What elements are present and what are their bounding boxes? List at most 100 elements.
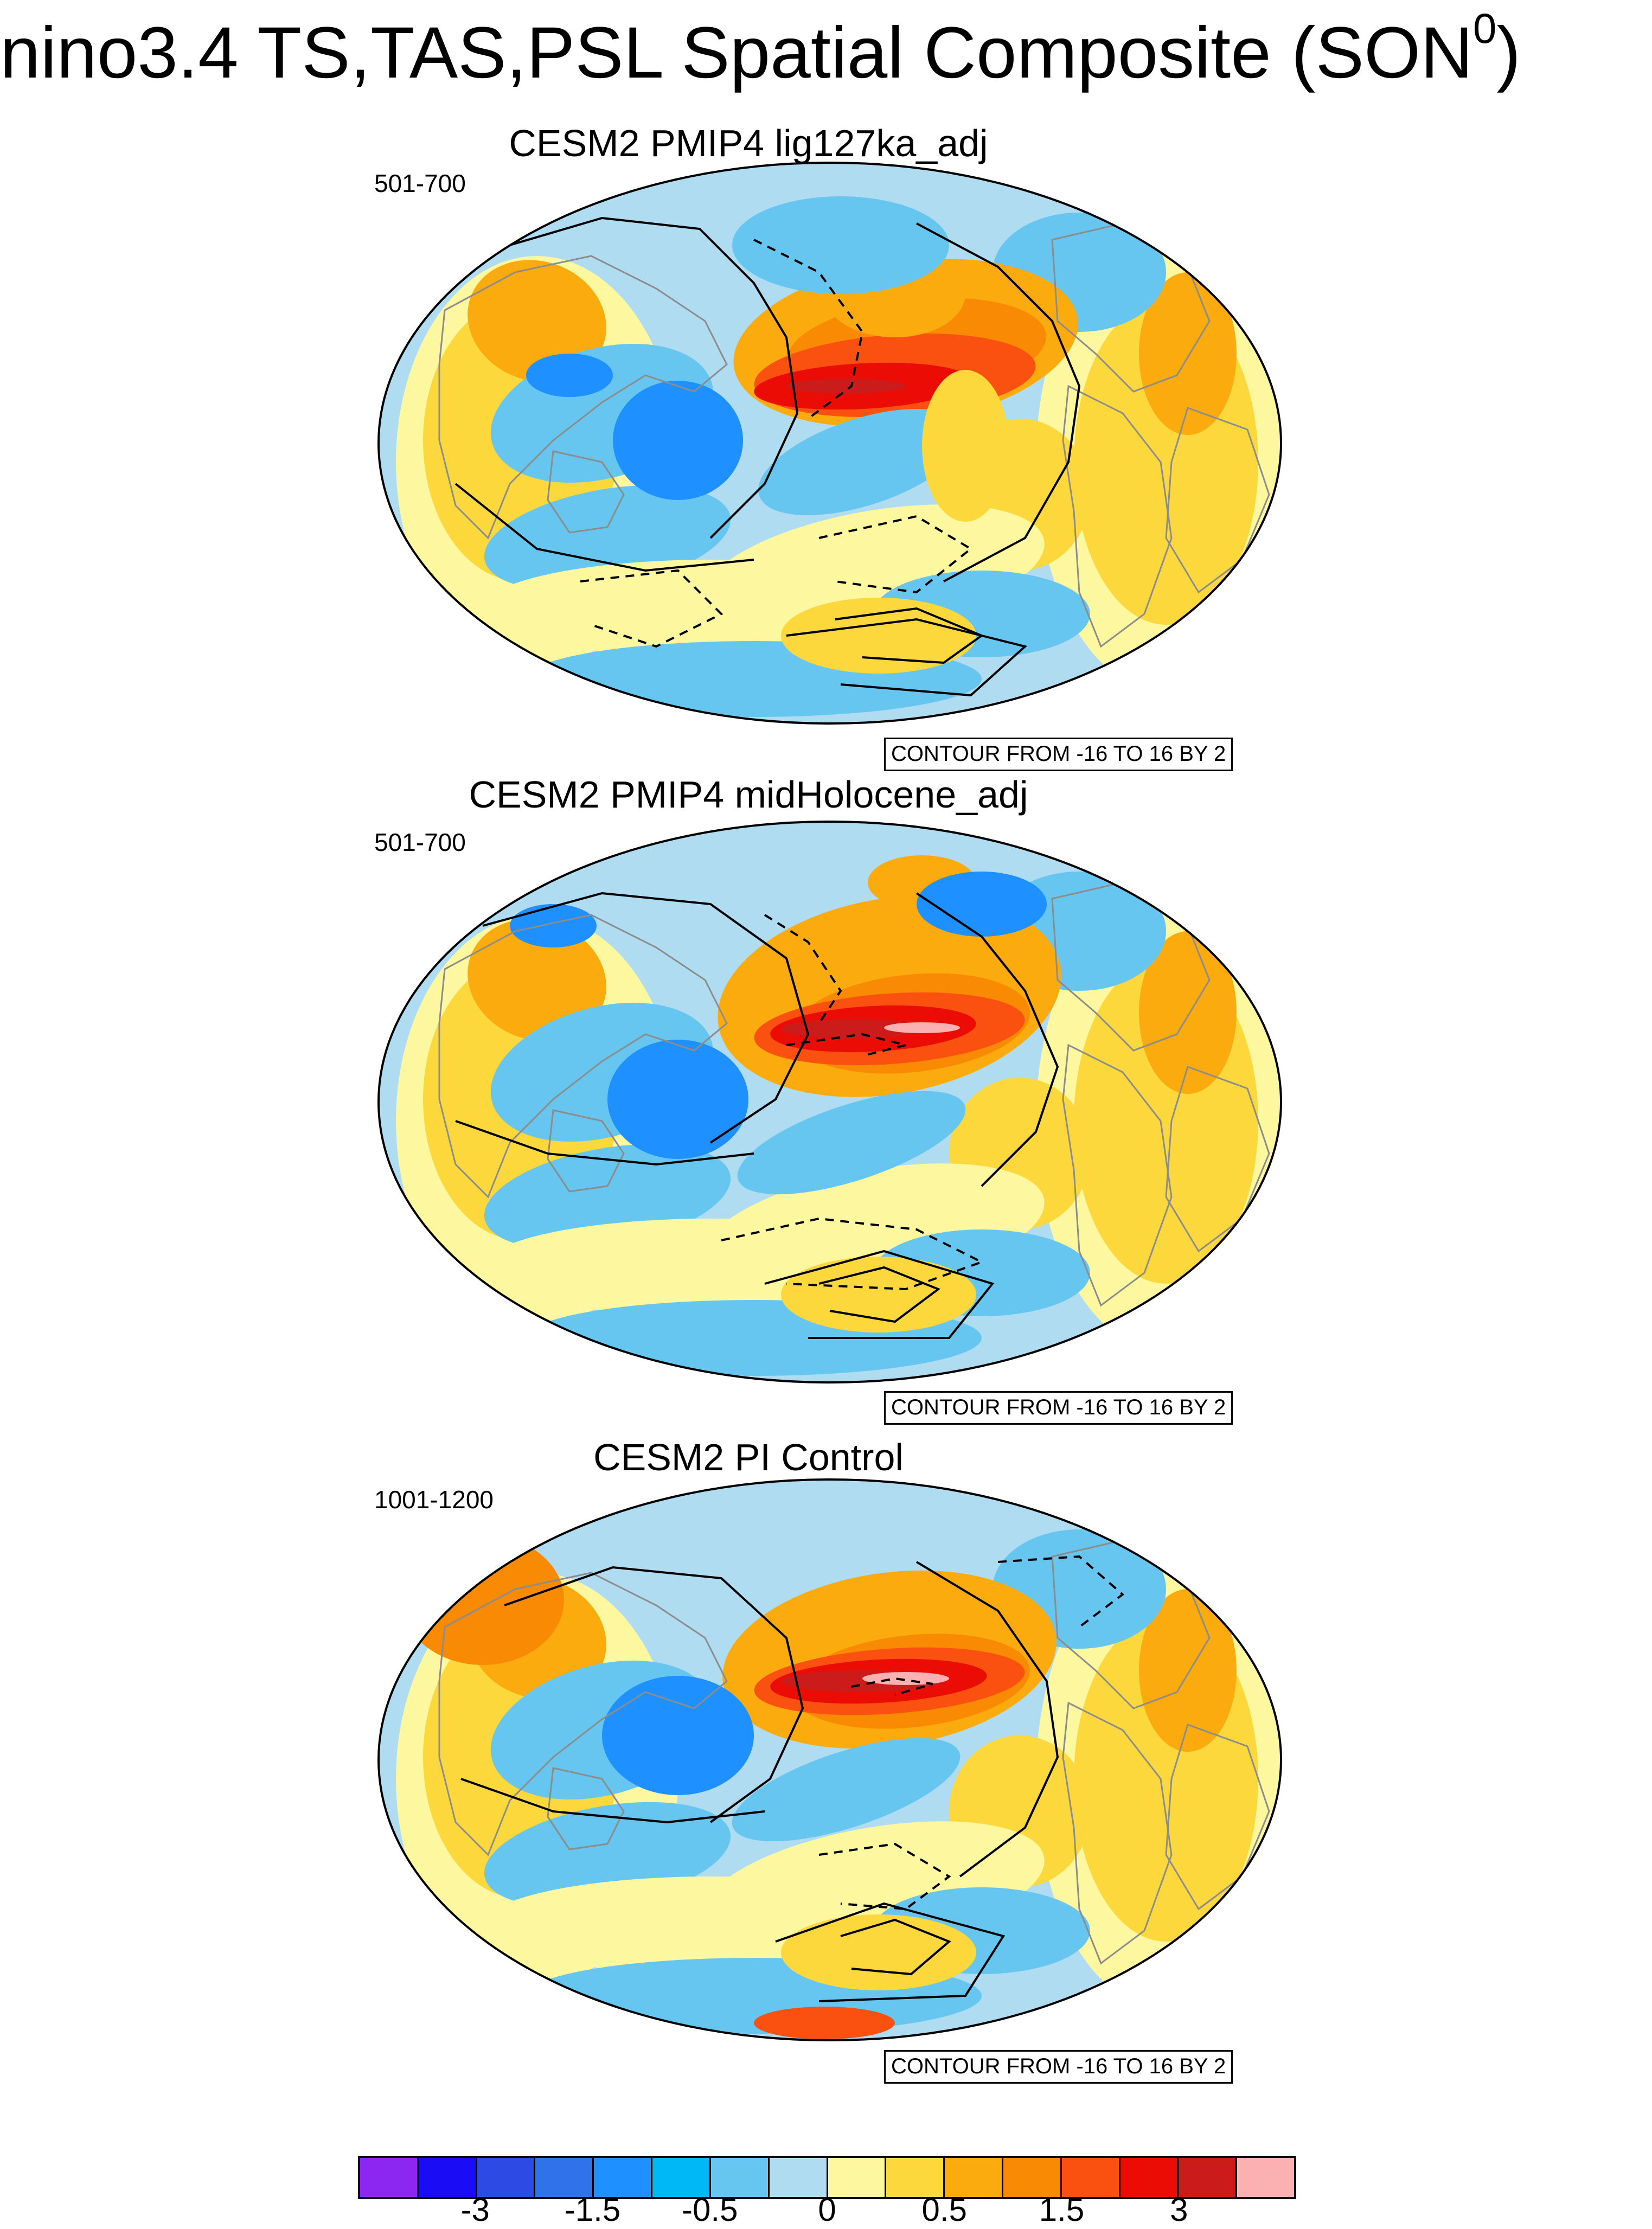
psl-contour (915, 1561, 1059, 1878)
colorbar-swatch-15 (1237, 2158, 1294, 2197)
map-border (377, 162, 1282, 725)
panel-2-title: CESM2 PMIP4 midHolocene_adj (469, 773, 1028, 816)
coastline (1165, 407, 1270, 594)
colorbar-tick-label: -0.5 (682, 2192, 738, 2228)
psl-contour (818, 515, 973, 594)
anomaly-region (786, 379, 906, 394)
colorbar-tick-label: 0 (818, 2192, 836, 2228)
coastline (1062, 385, 1173, 648)
colorbar-swatch-11 (1003, 2158, 1062, 2197)
psl-contour (851, 1677, 933, 1696)
panel-2-contour-info: CONTOUR FROM -16 TO 16 BY 2 (884, 1391, 1233, 1425)
anomaly-region (613, 381, 743, 500)
anomaly-region (862, 1672, 949, 1685)
colorbar-tick-label: 1.5 (1039, 2192, 1085, 2228)
psl-contour (786, 1033, 906, 1057)
coastline (438, 914, 728, 1199)
psl-contour (786, 618, 1028, 697)
anomaly-region (468, 260, 606, 382)
coastline (1062, 1701, 1173, 1965)
psl-contour (455, 1120, 754, 1166)
coastline (438, 1572, 728, 1856)
anomaly-region (526, 354, 613, 397)
psl-contour (460, 1778, 765, 1824)
colorbar-swatch-13 (1120, 2158, 1179, 2197)
anomaly-region (781, 1019, 922, 1039)
psl-contour (915, 892, 1059, 1187)
colorbar-swatch-3 (535, 2158, 594, 2197)
anomaly-region (737, 1091, 966, 1195)
panel-1-contour-info: CONTOUR FROM -16 TO 16 BY 2 (884, 738, 1233, 771)
anomaly-region (884, 1022, 960, 1033)
colorbar-swatch-7 (769, 2158, 828, 2197)
psl-contour (840, 1918, 951, 1976)
coastline (1165, 1724, 1270, 1911)
colorbar-swatch-14 (1179, 2158, 1238, 2197)
anomaly-region (754, 2007, 895, 2039)
colorbar-tick-label: -1.5 (564, 2192, 621, 2228)
panel-3-contour-info: CONTOUR FROM -16 TO 16 BY 2 (884, 2050, 1233, 2084)
anomaly-region (917, 872, 1047, 937)
anomaly-region (732, 196, 949, 294)
psl-contour (775, 1902, 1006, 2002)
colorbar-swatch-4 (594, 2158, 653, 2197)
map-border (377, 1478, 1282, 2041)
anomaly-region (607, 1040, 748, 1159)
colorbar-swatch-1 (418, 2158, 477, 2197)
colorbar-swatch-0 (360, 2158, 419, 2197)
coastline (1165, 1066, 1270, 1253)
psl-contour (818, 1266, 941, 1323)
coastline (547, 1767, 625, 1850)
psl-contour (753, 239, 864, 420)
anomaly-region (602, 1676, 754, 1795)
panel-3-map (377, 1478, 1282, 2041)
anomaly-region (758, 408, 966, 516)
colorbar-swatch-8 (828, 2158, 887, 2197)
colorbar-swatch-5 (652, 2158, 711, 2197)
colorbar (358, 2156, 1296, 2199)
colorbar-swatch-2 (477, 2158, 536, 2197)
anomaly-region (468, 919, 606, 1041)
anomaly-region (510, 904, 597, 947)
anomaly-region (781, 1257, 976, 1333)
anomaly-region (401, 1535, 564, 1665)
psl-contour (721, 1217, 985, 1291)
panel-2-map (377, 821, 1282, 1383)
anomaly-region (1139, 931, 1237, 1094)
anomaly-region (732, 1738, 961, 1842)
psl-contour (997, 1555, 1125, 1628)
colorbar-swatch-9 (886, 2158, 945, 2197)
psl-contour (916, 222, 1081, 582)
anomaly-region (1139, 272, 1237, 435)
colorbar-swatch-6 (710, 2158, 770, 2197)
colorbar-swatch-12 (1061, 2158, 1120, 2197)
panel-3-title: CESM2 PI Control (593, 1436, 904, 1478)
psl-contour (764, 1250, 995, 1339)
coastline (547, 450, 625, 534)
coastline (438, 255, 728, 540)
panel-2-period: 501-700 (374, 828, 466, 856)
psl-contour (818, 1842, 951, 1911)
figure-title-close: ) (1496, 12, 1521, 93)
psl-contour (504, 1566, 804, 1823)
psl-contour (454, 483, 754, 572)
panel-3-period: 1001-1200 (374, 1485, 494, 1514)
colorbar-tick-label: 0.5 (921, 2192, 967, 2228)
psl-contour (482, 892, 810, 1144)
colorbar-tick-label: 3 (1170, 2192, 1188, 2228)
figure-title-superscript: 0 (1473, 4, 1497, 52)
figure-title-text: nino3.4 TS,TAS,PSL Spatial Composite (SO… (0, 12, 1473, 93)
psl-contour (509, 216, 799, 539)
psl-contour (580, 569, 723, 648)
psl-contour (764, 914, 842, 1024)
panel-1-map (377, 162, 1282, 725)
colorbar-tick-label: -3 (460, 2192, 490, 2228)
anomaly-region (1139, 1589, 1237, 1752)
anomaly-region (922, 370, 1009, 522)
figure-title: nino3.4 TS,TAS,PSL Spatial Composite (SO… (0, 4, 1652, 102)
map-border (377, 821, 1282, 1383)
anomaly-region (781, 598, 976, 674)
coastline (547, 1109, 625, 1193)
coastline (1062, 1043, 1173, 1307)
panel-1-title: CESM2 PMIP4 lig127ka_adj (509, 122, 988, 164)
